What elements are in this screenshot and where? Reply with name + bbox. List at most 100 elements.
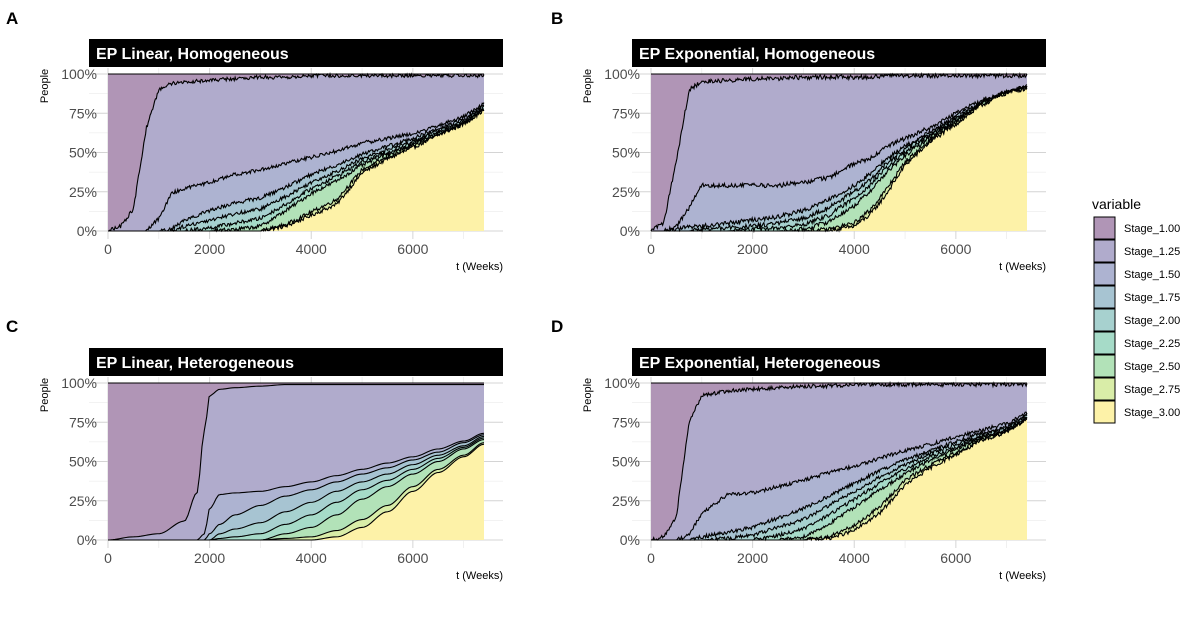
- y-tick-label: 75%: [612, 414, 640, 430]
- x-tick-label: 6000: [397, 550, 428, 566]
- area-series: [651, 74, 1027, 231]
- x-tick-label: 4000: [839, 550, 870, 566]
- boundary-line-stage_1-50: [108, 102, 485, 232]
- panel-letter: A: [6, 9, 18, 28]
- y-tick-label: 25%: [612, 184, 640, 200]
- boundary-line-stage_2-00: [651, 414, 1028, 542]
- y-tick-label: 100%: [604, 66, 640, 82]
- legend-swatch: [1093, 285, 1116, 309]
- panel-a: A EP Linear, Homogeneous 0% 25% 50% 75% 100% 0 2…: [6, 9, 503, 273]
- x-tick-label: 2000: [737, 550, 768, 566]
- x-tick-label: 0: [104, 241, 112, 257]
- legend-item: Stage_1.75: [1093, 285, 1180, 309]
- legend-swatch: [1093, 354, 1116, 378]
- area-series: [108, 383, 484, 540]
- legend-item: Stage_3.00: [1093, 400, 1180, 424]
- facet-strip: [632, 39, 1046, 67]
- area-series: [651, 383, 1027, 540]
- legend-label: Stage_1.25: [1124, 246, 1180, 258]
- boundary-lines: [107, 72, 485, 233]
- area-series: [108, 74, 484, 231]
- area-stage_1-50: [651, 84, 1027, 231]
- panel-letter: D: [551, 317, 563, 336]
- facet-title: EP Linear, Homogeneous: [96, 46, 289, 63]
- area-stage_1-25: [651, 383, 1027, 540]
- y-tick-label: 100%: [604, 375, 640, 391]
- y-tick-label: 50%: [69, 145, 97, 161]
- legend-title: variable: [1092, 196, 1141, 212]
- facet-strip: [89, 39, 503, 67]
- boundary-line-stage_1-75: [108, 104, 485, 232]
- y-tick-label: 75%: [69, 105, 97, 121]
- panel-b: B EP Exponential, Homogeneous 0% 25% 50% 75% 1…: [551, 9, 1046, 273]
- facet-title: EP Exponential, Homogeneous: [639, 46, 875, 63]
- legend-item: Stage_2.25: [1093, 331, 1180, 355]
- area-stage_1-50: [108, 433, 484, 540]
- y-tick-label: 0%: [77, 532, 97, 548]
- boundary-line-stage_1-75: [651, 85, 1028, 233]
- area-stage_3-00: [108, 444, 484, 540]
- boundary-line-stage_1-25: [107, 72, 485, 232]
- panel-d: D EP Exponential, Heterogeneous 0% 25% 50% 75…: [551, 317, 1046, 582]
- boundary-line-stage_1-75: [651, 413, 1028, 542]
- y-tick-label: 0%: [620, 532, 640, 548]
- legend-item: Stage_2.50: [1093, 354, 1180, 378]
- y-axis-title: People: [582, 378, 594, 412]
- area-stage_1-00: [108, 74, 484, 231]
- legend-swatch: [1093, 239, 1116, 263]
- y-tick-label: 75%: [612, 105, 640, 121]
- y-tick-label: 50%: [612, 145, 640, 161]
- legend-label: Stage_1.50: [1124, 269, 1180, 281]
- y-tick-label: 0%: [620, 223, 640, 239]
- x-tick-label: 4000: [839, 241, 870, 257]
- facet-title: EP Exponential, Heterogeneous: [639, 355, 881, 372]
- x-tick-label: 4000: [296, 550, 327, 566]
- x-tick-label: 0: [104, 550, 112, 566]
- x-axis-title: t (Weeks): [999, 261, 1046, 273]
- legend-item: Stage_1.00: [1093, 216, 1180, 240]
- x-tick-label: 2000: [194, 241, 225, 257]
- boundary-line-stage_1-50: [651, 411, 1028, 541]
- legend-label: Stage_2.75: [1124, 384, 1180, 396]
- area-stage_3-00: [651, 87, 1027, 231]
- legend-swatch: [1093, 331, 1116, 355]
- area-stage_1-00: [651, 383, 1027, 540]
- x-tick-label: 0: [647, 550, 655, 566]
- y-axis-title: People: [582, 69, 594, 103]
- x-tick-label: 2000: [194, 550, 225, 566]
- y-axis-title: People: [39, 378, 51, 412]
- y-tick-label: 0%: [77, 223, 97, 239]
- legend-label: Stage_3.00: [1124, 407, 1180, 419]
- x-tick-label: 6000: [940, 241, 971, 257]
- boundary-lines: [107, 382, 485, 541]
- legend-label: Stage_2.25: [1124, 338, 1180, 350]
- legend-swatch: [1093, 308, 1116, 332]
- legend-label: Stage_1.00: [1124, 223, 1180, 235]
- area-stage_3-00: [108, 109, 484, 231]
- area-stage_1-25: [108, 384, 484, 540]
- panels: A EP Linear, Homogeneous 0% 25% 50% 75% 100% 0 2…: [6, 9, 1046, 582]
- x-tick-label: 0: [647, 241, 655, 257]
- legend-item: Stage_2.75: [1093, 377, 1180, 401]
- panel-letter: B: [551, 9, 563, 28]
- y-tick-label: 25%: [612, 493, 640, 509]
- area-stage_2-00: [651, 86, 1027, 231]
- y-tick-label: 100%: [61, 66, 97, 82]
- boundary-lines: [650, 72, 1028, 234]
- legend-swatch: [1093, 216, 1116, 240]
- facet-strip: [632, 348, 1046, 376]
- legend: variable Stage_1.00 Stage_1.25 Stage_1.50 St…: [1092, 196, 1180, 424]
- legend-label: Stage_2.50: [1124, 361, 1180, 373]
- boundary-line-stage_1-50: [108, 432, 485, 541]
- legend-swatch: [1093, 400, 1116, 424]
- x-tick-label: 2000: [737, 241, 768, 257]
- legend-item: Stage_2.00: [1093, 308, 1180, 332]
- area-stage_1-50: [108, 102, 484, 231]
- area-stage_1-00: [108, 383, 484, 540]
- area-stage_2-25: [651, 416, 1027, 540]
- boundary-line-stage_1-25: [107, 384, 484, 541]
- legend-label: Stage_2.00: [1124, 315, 1180, 327]
- panel-c: C EP Linear, Heterogeneous 0% 25% 50% 75% 100%…: [6, 317, 503, 582]
- y-tick-label: 100%: [61, 375, 97, 391]
